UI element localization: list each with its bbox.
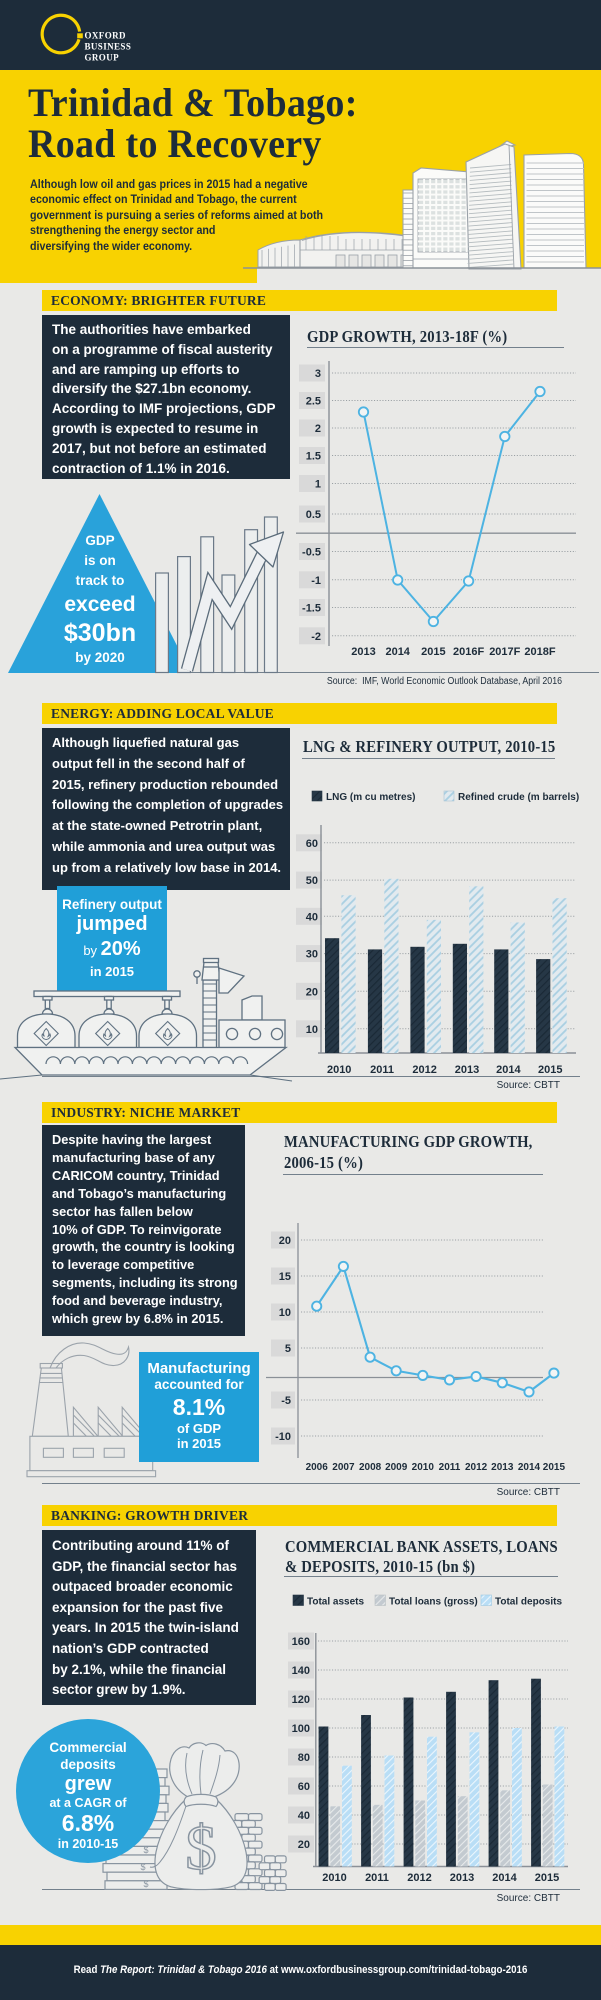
svg-text:2015: 2015 <box>543 1462 566 1473</box>
svg-text:140: 140 <box>292 1665 310 1677</box>
svg-text:Total assets: Total assets <box>307 1597 364 1608</box>
svg-text:30: 30 <box>306 949 318 961</box>
svg-text:20: 20 <box>279 1235 291 1247</box>
svg-text:15: 15 <box>279 1271 291 1283</box>
svg-text:2016F: 2016F <box>453 646 484 658</box>
svg-text:2015: 2015 <box>421 646 445 658</box>
svg-text:20: 20 <box>306 986 318 998</box>
svg-text:20: 20 <box>298 1839 310 1851</box>
svg-text:2010: 2010 <box>322 1872 346 1884</box>
svg-text:2009: 2009 <box>385 1462 408 1473</box>
svg-text:1: 1 <box>315 478 321 490</box>
svg-text:GROUP: GROUP <box>85 53 120 63</box>
svg-text:2014: 2014 <box>518 1462 541 1473</box>
svg-text:Total loans (gross): Total loans (gross) <box>389 1597 478 1608</box>
svg-text:OXFORD: OXFORD <box>85 31 126 41</box>
svg-text:-0.5: -0.5 <box>302 546 321 558</box>
svg-text:$: $ <box>143 1845 148 1855</box>
svg-text:2007: 2007 <box>332 1462 355 1473</box>
svg-text:2012: 2012 <box>407 1872 431 1884</box>
svg-text:40: 40 <box>298 1810 310 1822</box>
svg-text:-1.5: -1.5 <box>302 602 321 614</box>
svg-text:2014: 2014 <box>385 646 410 658</box>
svg-text:2013: 2013 <box>491 1462 514 1473</box>
svg-text:-10: -10 <box>275 1431 291 1443</box>
svg-text:10: 10 <box>279 1307 291 1319</box>
svg-text:-2: -2 <box>311 631 321 643</box>
svg-text:-5: -5 <box>281 1395 291 1407</box>
svg-text:120: 120 <box>292 1694 310 1706</box>
svg-text:80: 80 <box>298 1752 310 1764</box>
svg-text:BUSINESS: BUSINESS <box>85 42 132 52</box>
svg-text:60: 60 <box>298 1781 310 1793</box>
svg-text:100: 100 <box>292 1723 310 1735</box>
svg-text:2008: 2008 <box>359 1462 382 1473</box>
svg-text:2013: 2013 <box>455 1064 479 1076</box>
svg-text:2010: 2010 <box>412 1462 435 1473</box>
svg-text:2013: 2013 <box>450 1872 474 1884</box>
svg-text:1.5: 1.5 <box>306 450 321 462</box>
svg-text:-1: -1 <box>311 575 321 587</box>
svg-text:40: 40 <box>306 911 318 923</box>
svg-text:10: 10 <box>306 1024 318 1036</box>
svg-text:2014: 2014 <box>492 1872 517 1884</box>
svg-text:$: $ <box>143 1879 148 1889</box>
svg-text:2: 2 <box>315 423 321 435</box>
svg-text:2017F: 2017F <box>489 646 520 658</box>
svg-text:2011: 2011 <box>439 1462 461 1473</box>
svg-text:60: 60 <box>306 838 318 850</box>
svg-text:2011: 2011 <box>370 1064 394 1076</box>
svg-text:2015: 2015 <box>538 1064 562 1076</box>
svg-text:$: $ <box>140 1862 145 1872</box>
svg-text:LNG (m cu metres): LNG (m cu metres) <box>326 792 415 803</box>
svg-text:$: $ <box>185 1813 217 1883</box>
svg-text:0.5: 0.5 <box>306 509 321 521</box>
svg-text:2014: 2014 <box>496 1064 521 1076</box>
svg-text:160: 160 <box>292 1636 310 1648</box>
svg-text:2006: 2006 <box>306 1462 329 1473</box>
svg-text:2012: 2012 <box>465 1462 488 1473</box>
svg-text:2010: 2010 <box>327 1064 351 1076</box>
svg-text:2011: 2011 <box>365 1872 389 1884</box>
svg-text:2013: 2013 <box>351 646 375 658</box>
svg-text:2018F: 2018F <box>524 646 555 658</box>
svg-text:2012: 2012 <box>412 1064 436 1076</box>
svg-text:2015: 2015 <box>535 1872 559 1884</box>
svg-text:50: 50 <box>306 875 318 887</box>
svg-text:2.5: 2.5 <box>306 395 321 407</box>
svg-text:5: 5 <box>285 1343 291 1355</box>
svg-text:3: 3 <box>315 368 321 380</box>
svg-text:Refined crude (m barrels): Refined crude (m barrels) <box>458 792 579 803</box>
svg-text:Total deposits: Total deposits <box>495 1597 562 1608</box>
